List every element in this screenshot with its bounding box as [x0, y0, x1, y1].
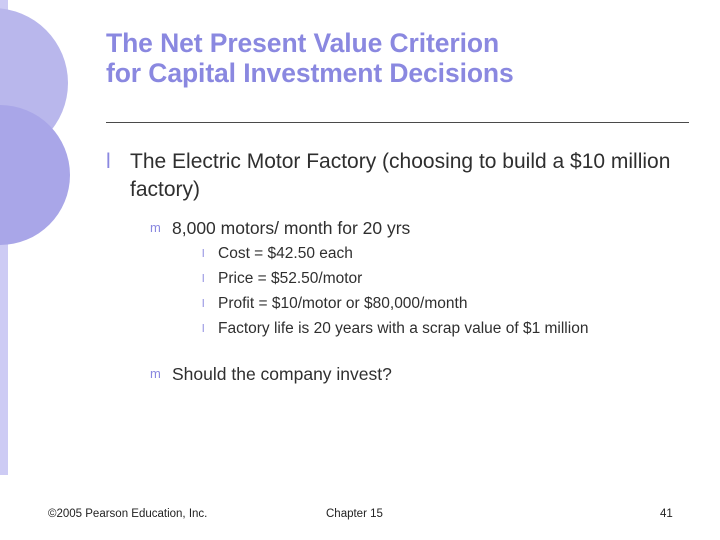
slide-title: The Net Present Value Criterion for Capi…: [106, 28, 692, 88]
bullet-square-small-icon: l: [202, 248, 205, 260]
bullet-level3-item: l Factory life is 20 years with a scrap …: [202, 318, 692, 340]
bullet-level1-text: The Electric Motor Factory (choosing to …: [130, 150, 671, 201]
bullet-level3-text: Price = $52.50/motor: [218, 270, 363, 287]
bullet-square-small-icon: l: [202, 298, 205, 310]
bullet-level3-text: Profit = $10/motor or $80,000/month: [218, 295, 468, 312]
decorative-circle-medium: [0, 105, 70, 245]
title-divider: [106, 122, 689, 123]
bullet-circle-icon: m: [150, 220, 161, 235]
bullet-level3-item: l Profit = $10/motor or $80,000/month: [202, 293, 692, 315]
bullet-level3-text: Factory life is 20 years with a scrap va…: [218, 320, 589, 337]
footer-page-number: 41: [660, 508, 673, 520]
bullet-level3-item: l Cost = $42.50 each: [202, 243, 692, 265]
slide-body: l The Electric Motor Factory (choosing t…: [106, 148, 692, 386]
bullet-level3-text: Cost = $42.50 each: [218, 245, 353, 262]
slide-title-line1: The Net Present Value Criterion: [106, 28, 500, 58]
bullet-level2-text: 8,000 motors/ month for 20 yrs: [172, 218, 411, 238]
bullet-level3-item: l Price = $52.50/motor: [202, 268, 692, 290]
bullet-square-icon: l: [106, 150, 111, 173]
bullet-level2-item: m 8,000 motors/ month for 20 yrs: [150, 216, 692, 240]
bullet-level2-text: Should the company invest?: [172, 364, 392, 384]
bullet-square-small-icon: l: [202, 323, 205, 335]
footer-chapter: Chapter 15: [326, 508, 383, 520]
slide-footer: ©2005 Pearson Education, Inc. Chapter 15…: [0, 505, 720, 531]
bullet-square-small-icon: l: [202, 273, 205, 285]
slide-title-line2: for Capital Investment Decisions: [106, 58, 514, 88]
footer-copyright: ©2005 Pearson Education, Inc.: [48, 508, 208, 520]
bullet-circle-icon: m: [150, 366, 161, 381]
bullet-level2-item: m Should the company invest?: [150, 362, 692, 386]
bullet-level1-item: l The Electric Motor Factory (choosing t…: [106, 148, 692, 204]
